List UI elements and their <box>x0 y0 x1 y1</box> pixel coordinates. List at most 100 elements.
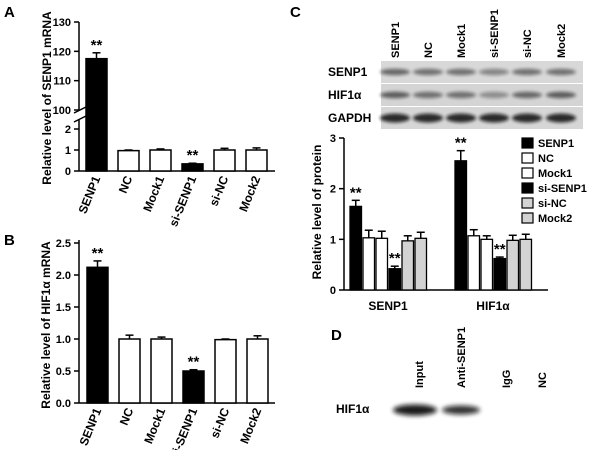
panel-c-significance: ** <box>389 250 401 267</box>
blot-lane-label: Mock2 <box>556 24 568 58</box>
panel-a-significance: ** <box>187 147 199 164</box>
blot-row-label: GAPDH <box>328 111 371 125</box>
panel-a-bar-Mock1 <box>149 149 172 172</box>
panel-c-bar-Mock1 <box>480 238 494 291</box>
panel-b-xtick-label: NC <box>117 406 137 428</box>
blot-band <box>512 113 542 123</box>
panel-a-bar-si-NC <box>213 149 236 172</box>
panel-b-ytick-label: 0.5 <box>56 366 71 378</box>
blot-band <box>479 68 509 76</box>
panel-a-axis-break <box>73 106 87 114</box>
panel-d-band-input <box>393 404 437 416</box>
panel-d-lane-label: Anti-SENP1 <box>456 327 468 388</box>
panel-b-ytick-label: 2.5 <box>56 238 71 250</box>
panel-d-lane-label: NC <box>537 372 549 388</box>
panel-b-bar-Mock1 <box>150 338 173 404</box>
panel-b-ytick-label: 2.0 <box>56 270 71 282</box>
legend-label: si-NC <box>538 198 567 210</box>
panel-b-xtick-label: Mock2 <box>237 406 264 446</box>
blot-lane-label: NC <box>423 42 435 58</box>
panel-c-bar-SENP1 <box>454 160 468 291</box>
legend-label: NC <box>538 153 554 165</box>
panel-c-ylabel: Relative level of protein <box>310 145 324 280</box>
panel-a-bar-Mock2 <box>245 149 268 172</box>
blot-band <box>380 91 410 99</box>
blot-band <box>413 91 443 99</box>
panel-c-bar-NC <box>362 237 376 291</box>
panel-a-letter: A <box>4 4 15 21</box>
blot-band <box>479 91 509 99</box>
panel-c-bar-Mock2 <box>519 238 533 291</box>
panel-c-xtick-label: SENP1 <box>368 299 408 313</box>
blot-band <box>479 113 509 123</box>
blot-band <box>512 68 542 76</box>
blot-band <box>413 113 443 123</box>
panel-c-bar-si-NC <box>401 240 415 291</box>
panel-b-bar-si-NC <box>214 338 237 404</box>
panel-a-xtick-label: Mock1 <box>140 174 167 214</box>
blot-band <box>546 113 576 123</box>
panel-b-ytick-label: 1.0 <box>56 334 71 346</box>
panel-a-bar-NC <box>117 149 140 172</box>
panel-b-bar-NC <box>118 338 141 404</box>
panel-a-ytick-label: 100 <box>53 105 71 117</box>
panel-d-lane-label: Input <box>414 361 426 388</box>
panel-c-bar-si-SENP1 <box>493 257 507 291</box>
blot-band <box>446 91 476 99</box>
panel-c-bar-Mock1 <box>375 237 389 291</box>
legend-swatch <box>521 137 534 149</box>
panel-c-significance: ** <box>455 135 467 152</box>
legend-swatch <box>521 167 534 179</box>
panel-c-bar-NC <box>467 235 481 291</box>
panel-b-ytick-label: 0.0 <box>56 398 71 410</box>
panel-c-letter: C <box>290 4 301 21</box>
panel-c-blot: SENP1 NC Mock1 si-SENP1 si-NC Mock2 SENP1 HIF1… <box>328 9 583 129</box>
blot-lane-label: si-NC <box>522 29 534 58</box>
panel-b-ytick-label: 1.5 <box>56 302 71 314</box>
panel-c-significance: ** <box>494 241 506 258</box>
panel-b-bar-Mock2 <box>246 338 269 404</box>
panel-b-ylabel: Relative level of HIF1α mRNA <box>39 241 53 409</box>
panel-b-significance: ** <box>188 354 200 371</box>
blot-band <box>512 91 542 99</box>
panel-c-bar-si-SENP1 <box>388 268 402 291</box>
panel-b-letter: B <box>4 232 15 249</box>
panel-a-ytick-label: 110 <box>53 76 71 88</box>
panel-a-ytick-label: 120 <box>53 46 71 58</box>
panel-a-chart: Relative level of SENP1 mRNA 0 1 2 100 110 12… <box>40 11 275 229</box>
legend-swatch <box>521 197 534 209</box>
blot-band <box>546 91 576 99</box>
panel-d-letter: D <box>331 327 342 344</box>
panel-b-xtick-label: SENP1 <box>77 406 105 448</box>
panel-a-xtick-label: SENP1 <box>76 174 104 216</box>
panel-c-xtick-label: HIF1α <box>476 299 510 313</box>
blot-lane-label: si-SENP1 <box>489 9 501 58</box>
panel-c-ytick-label: 1 <box>330 234 336 246</box>
panel-d-row-label: HIF1α <box>336 402 370 416</box>
legend-swatch <box>521 182 534 194</box>
blot-band <box>446 113 476 123</box>
panel-c-ytick-label: 0 <box>330 285 336 297</box>
panel-b-xtick-label: si-SENP1 <box>167 406 200 450</box>
panel-d-lane-label: IgG <box>501 370 513 388</box>
panel-a-ytick-label: 2 <box>65 124 71 136</box>
legend-label: Mock2 <box>538 213 572 225</box>
panel-a-xtick-label: Mock2 <box>236 174 263 214</box>
legend-label: si-SENP1 <box>538 183 587 195</box>
panel-c-bar-Mock2 <box>414 237 428 291</box>
legend-label: Mock1 <box>538 168 572 180</box>
panel-a-bar-si-SENP1 <box>181 163 204 172</box>
panel-b-bar-SENP1 <box>86 266 109 404</box>
panel-a-xtick-label: si-NC <box>207 174 232 209</box>
legend-label: SENP1 <box>538 138 574 150</box>
panel-b-significance: ** <box>92 245 104 262</box>
blot-lane-label: SENP1 <box>390 22 402 58</box>
legend-swatch <box>521 212 534 224</box>
panel-b-bar-si-SENP1 <box>182 370 205 404</box>
blot-lane-label: Mock1 <box>456 24 468 58</box>
blot-band <box>546 68 576 76</box>
panel-c-bar-si-NC <box>506 239 520 291</box>
panel-c-bar-SENP1 <box>349 205 363 291</box>
panel-d-blot: Input Anti-SENP1 IgG NC HIF1α <box>336 327 549 416</box>
